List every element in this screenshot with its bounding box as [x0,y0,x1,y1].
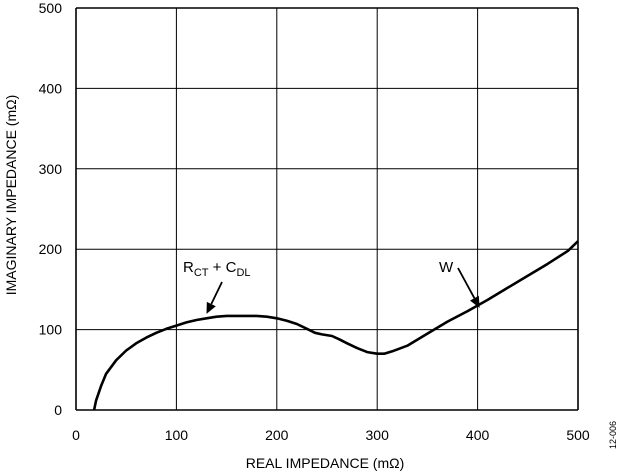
x-tick-label: 200 [265,427,289,443]
annotation-rct-cdl-arrowhead [206,301,216,314]
x-tick-label: 300 [366,427,390,443]
annotation-rct-cdl: RCT + CDL [183,259,251,314]
y-tick-label: 500 [39,0,63,16]
y-tick-label: 200 [39,241,63,257]
x-tick-labels: 0 100 200 300 400 500 [72,427,590,443]
y-tick-labels: 0 100 200 300 400 500 [39,0,63,418]
y-tick-label: 0 [54,402,62,418]
annotation-w-label: W [439,259,454,276]
grid [75,7,579,411]
annotation-rct-cdl-label: RCT + CDL [183,259,251,279]
x-tick-label: 100 [165,427,189,443]
y-axis-title: IMAGINARY IMPEDANCE (mΩ) [3,95,19,296]
impedance-curve [92,240,579,411]
annotation-rct-cdl-arrow [210,281,223,305]
annotation-w: W [439,259,480,308]
figure-id: 12-006 [608,421,618,449]
x-tick-label: 400 [466,427,490,443]
annotation-w-arrowhead [470,295,480,308]
y-tick-label: 100 [39,322,63,338]
x-axis-title: REAL IMPEDANCE (mΩ) [246,455,405,471]
y-tick-label: 300 [39,161,63,177]
x-tick-label: 0 [72,427,80,443]
y-tick-label: 400 [39,80,63,96]
x-tick-label: 500 [566,427,590,443]
annotation-w-arrow [457,267,476,299]
